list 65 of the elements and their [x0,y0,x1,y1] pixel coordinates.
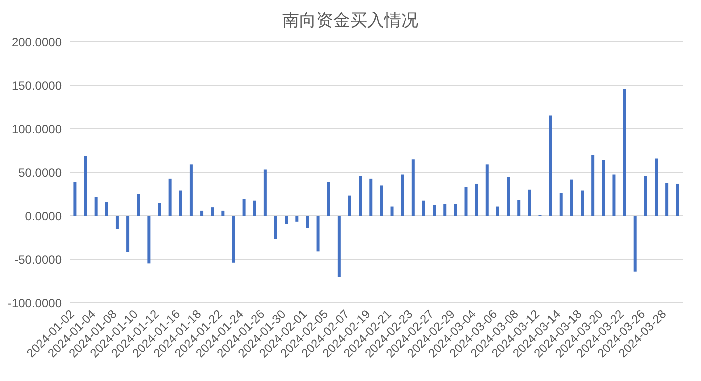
bar [581,190,584,216]
bar [327,182,330,216]
bar [179,190,182,216]
bar [592,155,595,216]
bar [338,216,341,278]
bar [74,182,77,216]
y-tick-label: 0.0000 [25,209,62,224]
bar [464,187,468,216]
bar [454,204,458,216]
bar [306,216,310,228]
y-tick-label: 50.0000 [18,166,62,180]
bar [475,184,478,216]
bar [285,216,288,224]
bar [612,174,616,216]
bar [94,197,98,216]
bar [359,176,362,216]
bar [222,210,225,216]
bar [232,216,236,263]
bar [296,216,299,222]
bar [570,180,574,216]
y-tick-label: 100.0000 [12,122,62,136]
bar [560,193,563,216]
y-tick-label: -50.0000 [14,252,62,267]
bar [528,190,532,216]
bar [370,178,373,216]
bar [507,177,510,216]
bar [348,196,352,216]
bar [126,216,130,252]
bar [200,210,204,216]
bar [316,216,320,252]
chart-title: 南向资金买入情况 [282,10,420,32]
bar [549,116,552,216]
bar [137,194,140,216]
bar [602,160,606,216]
bar [444,204,447,216]
bar [486,164,489,216]
bar [253,200,256,216]
bar [190,164,193,216]
bar [666,183,669,216]
bar [390,206,394,216]
bar [654,158,658,216]
bar [116,216,119,230]
y-tick-label: 150.0000 [12,78,62,93]
y-tick-label: 200.0000 [12,35,62,50]
bar [380,186,384,216]
bar [274,216,278,240]
bar [168,178,172,216]
bar [676,184,680,216]
bar [634,216,637,272]
y-tick-label: -100.0000 [8,296,62,310]
bar [158,203,162,216]
bar [422,200,426,216]
bar [211,208,214,216]
bar [401,174,404,216]
bar [518,200,521,216]
bar [105,202,108,216]
bar [644,176,648,216]
bar [496,206,500,216]
bar [242,199,246,216]
bar [148,216,151,264]
bar [433,205,436,216]
bar [264,170,267,216]
bar [412,160,415,216]
bar [84,156,88,216]
bar [623,88,626,216]
